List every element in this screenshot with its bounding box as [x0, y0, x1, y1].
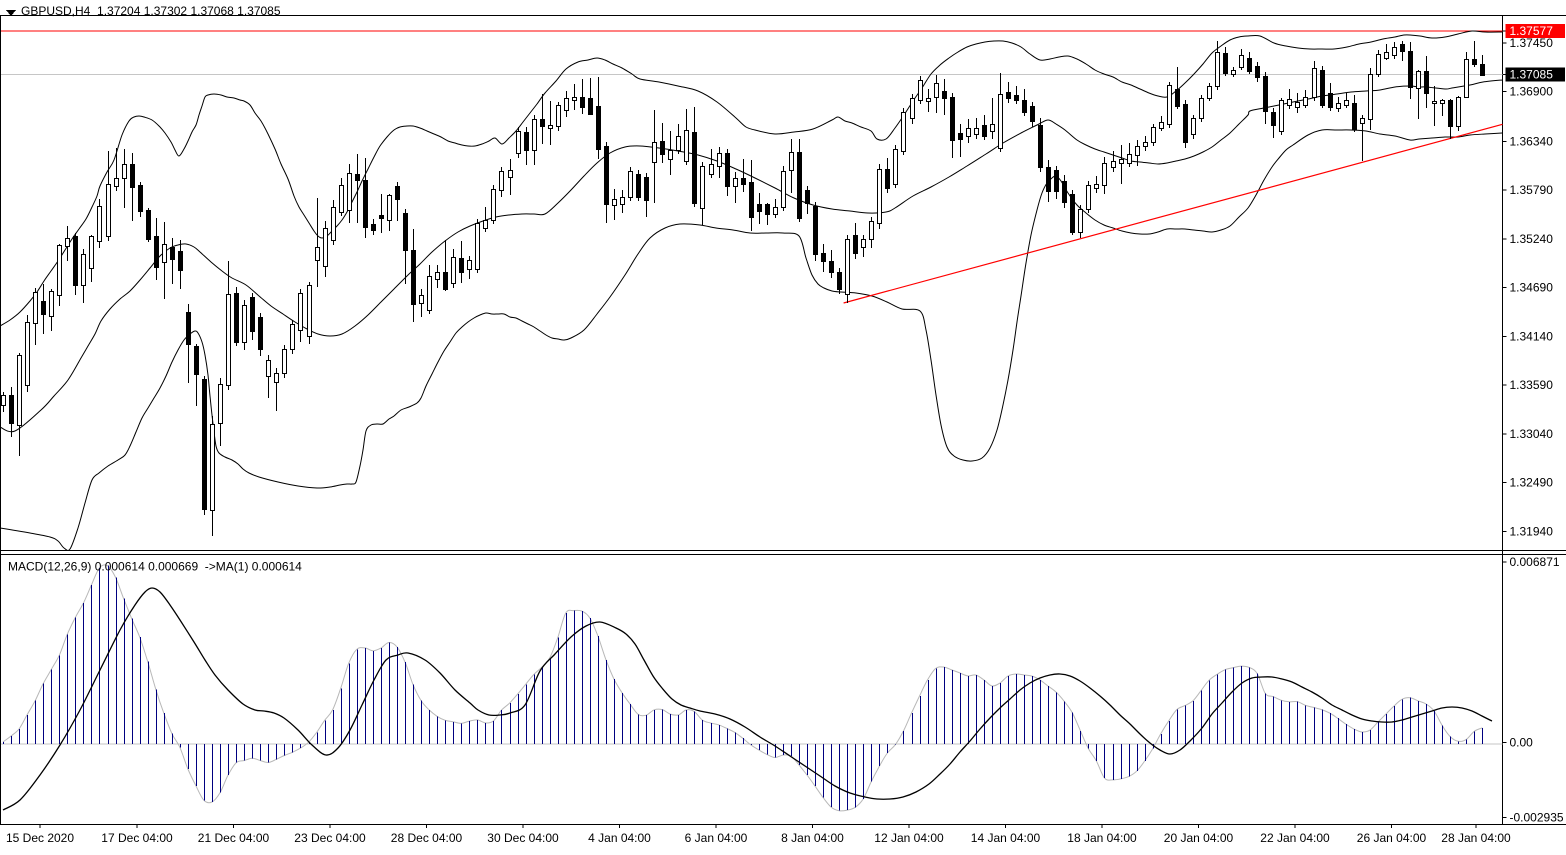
svg-text:4 Jan 04:00: 4 Jan 04:00 [588, 831, 651, 845]
svg-text:1.36340: 1.36340 [1510, 134, 1554, 148]
svg-text:22 Jan 04:00: 22 Jan 04:00 [1260, 831, 1330, 845]
svg-text:28 Dec 04:00: 28 Dec 04:00 [391, 831, 463, 845]
svg-text:MACD(12,26,9) 0.000614 0.00066: MACD(12,26,9) 0.000614 0.000669 ->MA(1) … [8, 560, 302, 574]
svg-text:GBPUSD,H4 1.37204 1.37302 1.3: GBPUSD,H4 1.37204 1.37302 1.37068 1.3708… [21, 4, 281, 18]
svg-text:28 Jan 04:00: 28 Jan 04:00 [1441, 831, 1511, 845]
svg-text:21 Dec 04:00: 21 Dec 04:00 [198, 831, 270, 845]
svg-text:1.35790: 1.35790 [1510, 183, 1554, 197]
svg-text:6 Jan 04:00: 6 Jan 04:00 [685, 831, 748, 845]
svg-text:23 Dec 04:00: 23 Dec 04:00 [294, 831, 366, 845]
svg-text:12 Jan 04:00: 12 Jan 04:00 [874, 831, 944, 845]
svg-text:1.37085: 1.37085 [1510, 68, 1554, 82]
svg-text:8 Jan 04:00: 8 Jan 04:00 [781, 831, 844, 845]
svg-text:1.32490: 1.32490 [1510, 476, 1554, 490]
svg-text:14 Jan 04:00: 14 Jan 04:00 [971, 831, 1041, 845]
svg-text:0.006871: 0.006871 [1510, 555, 1560, 569]
svg-text:1.34690: 1.34690 [1510, 281, 1554, 295]
svg-text:1.31940: 1.31940 [1510, 524, 1554, 538]
svg-text:30 Dec 04:00: 30 Dec 04:00 [487, 831, 559, 845]
svg-text:20 Jan 04:00: 20 Jan 04:00 [1164, 831, 1234, 845]
svg-text:18 Jan 04:00: 18 Jan 04:00 [1067, 831, 1137, 845]
svg-text:17 Dec 04:00: 17 Dec 04:00 [101, 831, 173, 845]
svg-text:15 Dec 2020: 15 Dec 2020 [6, 831, 74, 845]
svg-text:26 Jan 04:00: 26 Jan 04:00 [1357, 831, 1427, 845]
svg-text:1.36900: 1.36900 [1510, 85, 1554, 99]
svg-text:-0.002935: -0.002935 [1510, 811, 1564, 825]
svg-text:1.37450: 1.37450 [1510, 36, 1554, 50]
svg-text:0.00: 0.00 [1510, 736, 1534, 750]
svg-text:1.34140: 1.34140 [1510, 329, 1554, 343]
svg-text:1.33590: 1.33590 [1510, 378, 1554, 392]
svg-text:1.35240: 1.35240 [1510, 232, 1554, 246]
svg-text:1.37577: 1.37577 [1510, 24, 1554, 38]
svg-text:1.33040: 1.33040 [1510, 427, 1554, 441]
